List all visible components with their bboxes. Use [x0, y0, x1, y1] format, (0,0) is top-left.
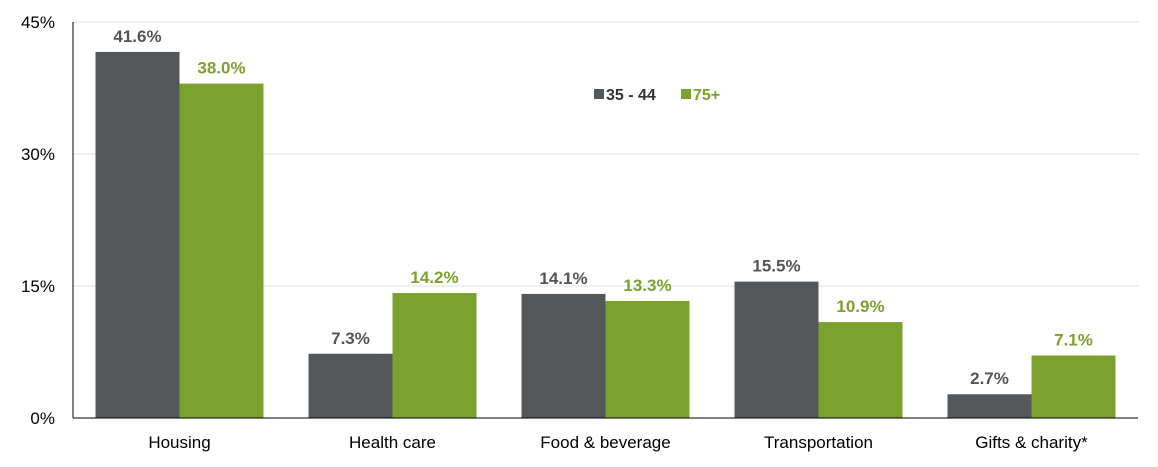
data-label: 14.2%: [410, 268, 458, 287]
bar: [1031, 355, 1116, 418]
bar: [947, 394, 1032, 418]
legend-swatch: [681, 89, 691, 99]
data-label: 14.1%: [539, 269, 587, 288]
y-tick-label: 45%: [21, 13, 55, 32]
x-tick-label: Housing: [148, 433, 210, 452]
y-tick-label: 0%: [30, 409, 55, 428]
data-labels: 41.6% 38.0% 7.3% 14.2% 14.1% 13.3% 15.5% 10.9% 2…: [113, 27, 1092, 388]
y-axis-ticks: 0% 15% 30% 45%: [21, 13, 55, 428]
bars: [95, 51, 1116, 419]
legend: 35 - 44 75+: [594, 87, 720, 104]
bar: [95, 51, 180, 419]
legend-label: 75+: [693, 87, 720, 104]
y-tick-label: 15%: [21, 277, 55, 296]
bar: [734, 281, 819, 418]
y-tick-label: 30%: [21, 145, 55, 164]
bar: [521, 293, 606, 418]
bar: [818, 322, 903, 418]
bar: [392, 293, 477, 418]
data-label: 38.0%: [197, 59, 245, 78]
data-label: 10.9%: [836, 297, 884, 316]
x-tick-label: Transportation: [764, 433, 873, 452]
bar: [308, 353, 393, 418]
data-label: 2.7%: [970, 369, 1009, 388]
data-label: 7.1%: [1054, 331, 1093, 350]
bar: [179, 83, 264, 418]
legend-swatch: [594, 89, 604, 99]
data-label: 41.6%: [113, 27, 161, 46]
bar: [605, 300, 690, 418]
data-label: 15.5%: [752, 257, 800, 276]
data-label: 13.3%: [623, 276, 671, 295]
data-label: 7.3%: [331, 329, 370, 348]
x-tick-label: Food & beverage: [540, 433, 670, 452]
x-tick-label: Gifts & charity*: [975, 433, 1088, 452]
legend-label: 35 - 44: [606, 87, 656, 104]
x-tick-label: Health care: [349, 433, 436, 452]
x-axis-labels: Housing Health care Food & beverage Transpo…: [148, 433, 1088, 452]
